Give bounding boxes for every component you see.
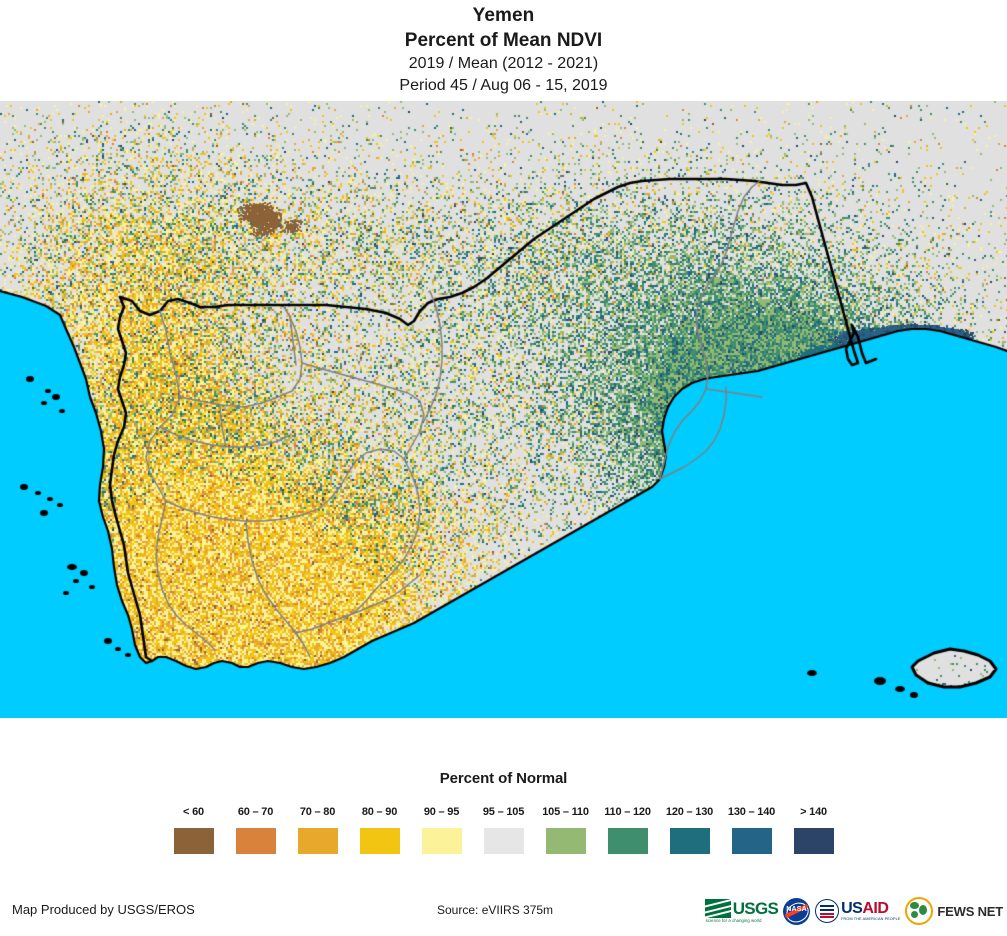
page-title-country: Yemen (472, 5, 535, 26)
legend-item: 110 – 120 (597, 806, 659, 854)
map-canvas-container[interactable] (0, 101, 1007, 718)
legend-item: < 60 (163, 806, 225, 854)
legend-item-label: 90 – 95 (423, 806, 460, 818)
legend-item-label: < 60 (183, 806, 204, 818)
data-source: Source: eVIIRS 375m (437, 903, 554, 917)
legend-item-label: 130 – 140 (727, 806, 776, 818)
fews-net-logo-wordmark: FEWS NET (937, 903, 1003, 919)
legend-item-label: 60 – 70 (237, 806, 274, 818)
legend-item-label: 105 – 110 (542, 806, 589, 818)
legend-item-label: > 140 (800, 806, 827, 818)
legend: Percent of Normal < 60 60 – 70 70 – 80 80 –… (0, 770, 1007, 865)
legend-item-label: 70 – 80 (299, 806, 336, 818)
legend-item-swatch (297, 828, 338, 854)
legend-item: 90 – 95 (411, 806, 473, 854)
legend-item-swatch (545, 828, 586, 854)
legend-item-swatch (483, 828, 524, 854)
legend-item-label: 120 – 130 (665, 806, 714, 818)
legend-item: > 140 (783, 806, 845, 854)
globe-icon (905, 897, 934, 925)
usaid-logo-tagline: FROM THE AMERICAN PEOPLE (841, 916, 901, 921)
nasa-logo-wordmark: NASA (786, 905, 807, 913)
legend-item: 130 – 140 (721, 806, 783, 854)
legend-item-swatch (235, 828, 276, 854)
usaid-logo-wordmark: USAID (841, 899, 900, 917)
legend-item: 70 – 80 (287, 806, 349, 854)
legend-item: 60 – 70 (225, 806, 287, 854)
map-credit: Map Produced by USGS/EROS (12, 902, 195, 917)
legend-item-swatch (359, 828, 400, 854)
usaid-logo: USAID FROM THE AMERICAN PEOPLE (815, 899, 900, 923)
usgs-logo-tagline: science for a changing world (705, 917, 762, 923)
usgs-logo: USGS science for a changing world (704, 897, 779, 925)
legend-item-label: 80 – 90 (361, 806, 398, 818)
legend-item: 80 – 90 (349, 806, 411, 854)
legend-item-swatch (421, 828, 462, 854)
fews-net-logo: FEWS NET (905, 897, 1003, 925)
usaid-seal-icon (815, 899, 840, 923)
ndvi-raster-map[interactable] (0, 101, 1007, 718)
page-subtitle-date-range: Period 45 / Aug 06 - 15, 2019 (399, 77, 608, 94)
legend-item: 105 – 110 (535, 806, 597, 854)
usgs-wave-icon (704, 898, 731, 918)
usaid-word-us: US (841, 899, 863, 917)
legend-item-swatch (607, 828, 648, 854)
title-block: Yemen Percent of Mean NDVI 2019 / Mean (… (0, 0, 1007, 101)
page-title-main: Percent of Mean NDVI (404, 30, 603, 51)
nasa-logo: NASA (783, 897, 811, 925)
legend-title: Percent of Normal (439, 770, 568, 787)
legend-items: < 60 60 – 70 70 – 80 80 – 90 90 – 95 95 – 105… (0, 806, 1007, 854)
logo-strip: USGS science for a changing world NASA U… (704, 896, 1003, 926)
page-subtitle-period-mean: 2019 / Mean (2012 - 2021) (408, 55, 599, 72)
legend-item-label: 95 – 105 (482, 806, 525, 818)
legend-item-swatch (793, 828, 834, 854)
legend-item-swatch (173, 828, 214, 854)
legend-item-swatch (669, 828, 710, 854)
footer: Map Produced by USGS/EROS Source: eVIIRS… (0, 890, 1007, 936)
usgs-logo-wordmark: USGS (732, 898, 779, 918)
legend-item: 95 – 105 (473, 806, 535, 854)
usaid-word-aid: AID (862, 899, 889, 917)
legend-item-label: 110 – 120 (604, 806, 651, 818)
legend-item-swatch (731, 828, 772, 854)
legend-item: 120 – 130 (659, 806, 721, 854)
